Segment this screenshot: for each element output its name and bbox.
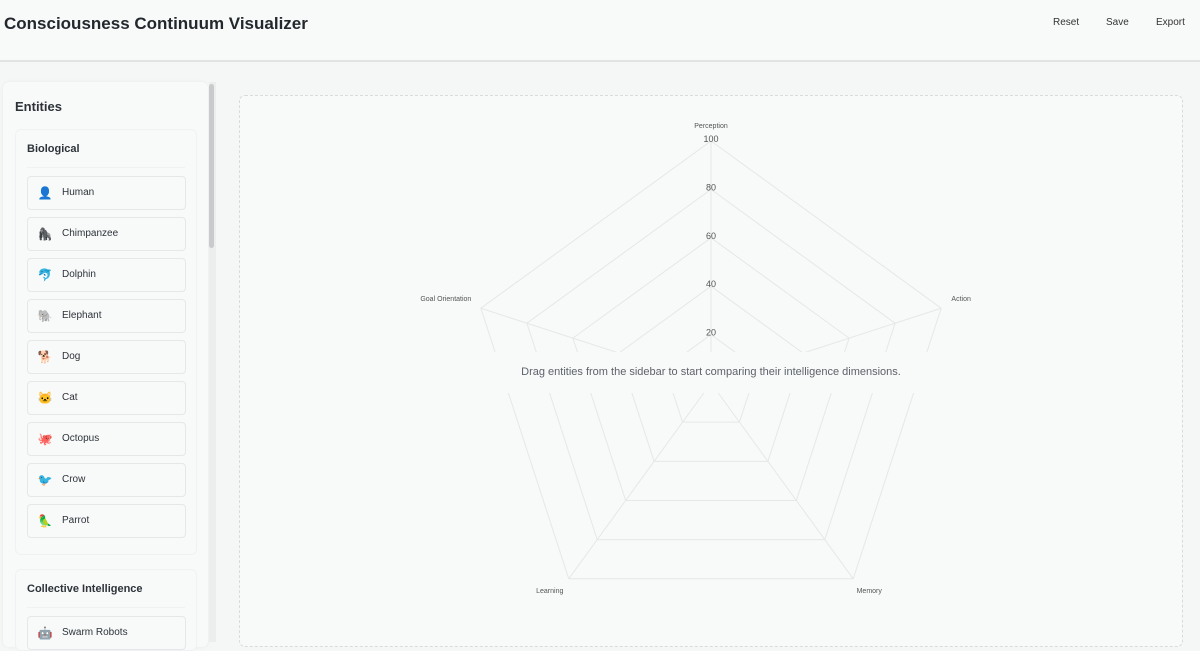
entity-label: Human xyxy=(62,187,95,198)
entity-label: Elephant xyxy=(62,310,102,321)
entity-item-crow[interactable]: 🐦 Crow xyxy=(27,463,186,497)
entity-item-dolphin[interactable]: 🐬 Dolphin xyxy=(27,258,186,292)
save-button[interactable]: Save xyxy=(1106,17,1129,28)
scrollbar-thumb[interactable] xyxy=(209,84,214,248)
group-title: Biological xyxy=(27,143,80,155)
entity-item-chimpanzee[interactable]: 🦍 Chimpanzee xyxy=(27,217,186,251)
entity-group-biological: Biological 👤 Human 🦍 Chimpanzee 🐬 Dolphin 🐘 Elep… xyxy=(15,129,197,555)
grid-ring-60 xyxy=(572,237,850,501)
parrot-icon: 🦜 xyxy=(37,514,53,528)
empty-state: Drag entities from the sidebar to start … xyxy=(481,352,941,393)
dolphin-icon: 🐬 xyxy=(37,268,53,282)
octopus-icon: 🐙 xyxy=(37,432,53,446)
tick-label: 100 xyxy=(703,134,718,144)
entity-label: Crow xyxy=(62,474,86,485)
dog-icon: 🐕 xyxy=(37,350,53,364)
group-divider xyxy=(27,167,185,168)
entity-item-cat[interactable]: 🐱 Cat xyxy=(27,381,186,415)
entity-label: Chimpanzee xyxy=(62,228,119,239)
entity-label: Parrot xyxy=(62,515,90,526)
axis-spoke xyxy=(710,382,854,580)
crow-icon: 🐦 xyxy=(37,473,53,487)
axis-spoke xyxy=(568,382,712,580)
human-icon: 👤 xyxy=(37,186,53,200)
chimpanzee-icon: 🦍 xyxy=(37,227,53,241)
axis-label: Learning xyxy=(536,588,563,595)
axis-label: Goal Orientation xyxy=(420,296,471,303)
axis-label: Action xyxy=(951,296,971,303)
axis-label: Memory xyxy=(857,588,883,595)
swarm-robots-icon: 🤖 xyxy=(37,626,53,640)
entity-item-swarm-robots[interactable]: 🤖 Swarm Robots xyxy=(27,616,186,650)
tick-label: 60 xyxy=(706,231,716,241)
entity-item-octopus[interactable]: 🐙 Octopus xyxy=(27,422,186,456)
entity-item-dog[interactable]: 🐕 Dog xyxy=(27,340,186,374)
export-button[interactable]: Export xyxy=(1156,17,1185,28)
visualization-area[interactable]: Perception Action Memory Learning Goal Orien… xyxy=(239,95,1183,647)
entity-item-elephant[interactable]: 🐘 Elephant xyxy=(27,299,186,333)
tick-label: 40 xyxy=(706,279,716,289)
group-divider xyxy=(27,607,185,608)
entity-label: Octopus xyxy=(62,433,100,444)
app-title: Consciousness Continuum Visualizer xyxy=(4,14,308,33)
empty-state-message: Drag entities from the sidebar to start … xyxy=(521,366,901,378)
tick-label: 80 xyxy=(706,182,716,192)
tick-label: 20 xyxy=(706,328,716,338)
sidebar-scrollbar[interactable] xyxy=(209,82,216,642)
grid-ring-100 xyxy=(480,140,942,580)
entity-item-parrot[interactable]: 🦜 Parrot xyxy=(27,504,186,538)
entity-label: Dog xyxy=(62,351,81,362)
grid-ring-40 xyxy=(618,285,804,462)
app-header: Consciousness Continuum Visualizer Reset… xyxy=(0,0,1200,62)
reset-button[interactable]: Reset xyxy=(1053,17,1080,28)
entity-group-collective-intelligence: Collective Intelligence 🤖 Swarm Robots xyxy=(15,569,197,651)
group-title: Collective Intelligence xyxy=(27,583,143,595)
sidebar-title: Entities xyxy=(15,99,62,114)
grid-ring-80 xyxy=(526,188,896,541)
entities-sidebar: Entities Biological 👤 Human 🦍 Chimpanzee 🐬 Dol… xyxy=(3,82,208,651)
entity-label: Cat xyxy=(62,392,78,403)
entity-item-human[interactable]: 👤 Human xyxy=(27,176,186,210)
entity-label: Swarm Robots xyxy=(62,627,128,638)
cat-icon: 🐱 xyxy=(37,391,53,405)
entity-label: Dolphin xyxy=(62,269,96,280)
axis-label: Perception xyxy=(694,123,728,130)
elephant-icon: 🐘 xyxy=(37,309,53,323)
radar-chart: Perception Action Memory Learning Goal Orien… xyxy=(420,123,971,595)
